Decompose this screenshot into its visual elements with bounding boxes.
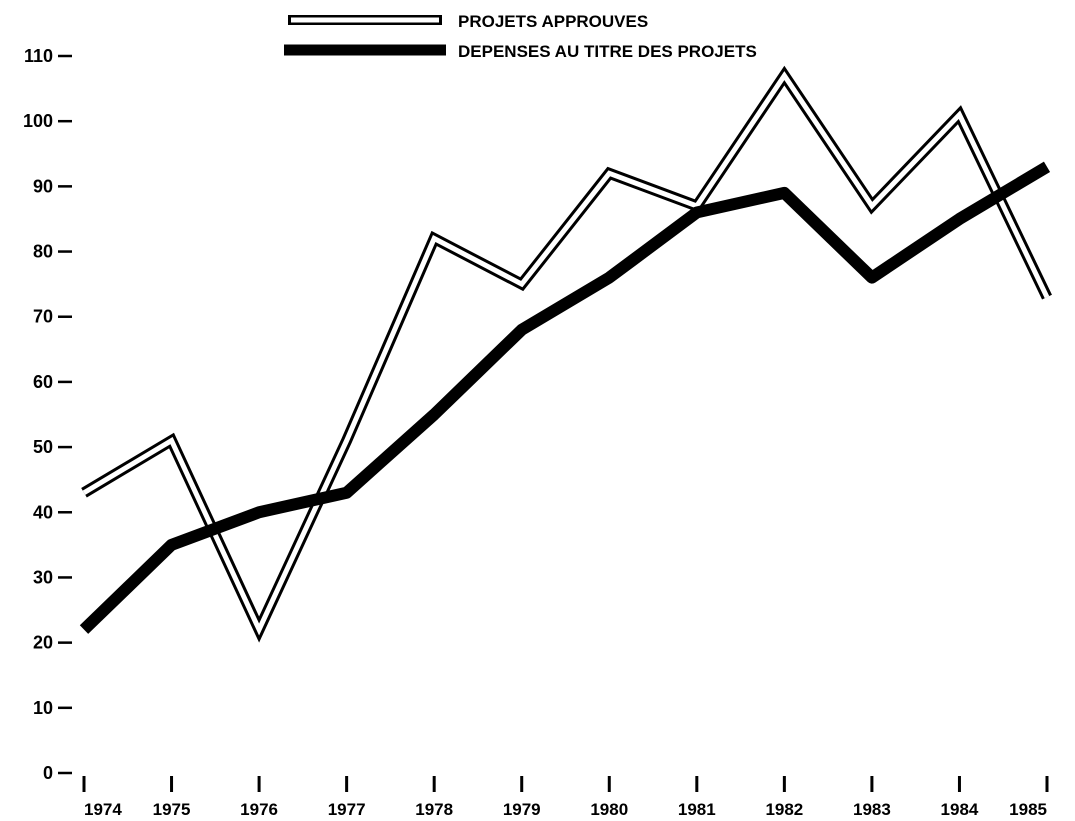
data-point-projets-approuves [345,439,348,442]
data-point-depenses [1046,165,1049,168]
legend-item-projets-approuves: PROJETS APPROUVES [288,12,648,31]
data-point-depenses [170,543,173,546]
y-tick-label: 30 [33,567,53,587]
y-tick-label: 80 [33,242,53,262]
y-tick-label: 0 [43,763,53,783]
data-point-depenses [520,328,523,331]
data-point-depenses [608,276,611,279]
x-tick-label: 1979 [503,800,541,819]
legend-label-depenses: DEPENSES AU TITRE DES PROJETS [458,42,757,61]
data-point-depenses [783,191,786,194]
y-tick-label: 10 [33,698,53,718]
y-tick-label: 20 [33,633,53,653]
data-point-projets-approuves [83,491,86,494]
data-point-depenses [695,211,698,214]
legend-item-depenses: DEPENSES AU TITRE DES PROJETS [284,42,757,61]
x-tick-label: 1976 [240,800,278,819]
y-tick-label: 100 [23,111,53,131]
series-line-depenses [79,161,1051,634]
data-point-depenses [433,413,436,416]
x-tick-label: 1983 [853,800,891,819]
series-line-projets-approuves-inner [82,71,1050,636]
x-tick-label: 1978 [415,800,453,819]
legend: PROJETS APPROUVES DEPENSES AU TITRE DES … [284,12,757,61]
data-point-depenses [870,276,873,279]
y-tick-label: 50 [33,437,53,457]
x-tick-label: 1977 [328,800,366,819]
y-tick-label: 110 [24,46,53,66]
legend-label-projets-approuves: PROJETS APPROUVES [458,12,648,31]
x-tick-label: 1982 [765,800,803,819]
data-point-projets-approuves [783,74,786,77]
axes: 0 10 20 30 40 50 60 70 80 90 100 110 1974 1975 1976 197… [23,46,1049,819]
data-point-projets-approuves [870,204,873,207]
data-point-depenses [958,217,961,220]
data-point-projets-approuves [170,439,173,442]
y-tick-label: 90 [33,176,53,196]
data-point-projets-approuves [608,172,611,175]
x-tick-label: 1981 [678,800,716,819]
data-point-depenses [258,511,261,514]
data-point-depenses [83,628,86,631]
series-line-projets-approuves [81,65,1052,643]
y-tick-label: 60 [33,372,53,392]
x-tick-label: 1974 [84,800,122,819]
x-tick-label: 1985 [1009,800,1047,819]
data-point-projets-approuves [433,237,436,240]
data-point-projets-approuves [958,113,961,116]
y-tick-label: 40 [33,502,53,522]
data-point-projets-approuves [520,283,523,286]
data-point-projets-approuves [258,628,261,631]
x-tick-label: 1975 [153,800,191,819]
data-point-projets-approuves [1046,296,1049,299]
x-tick-label: 1984 [941,800,979,819]
x-tick-label: 1980 [590,800,628,819]
plot-area [79,65,1052,643]
y-tick-label: 70 [33,307,53,327]
data-point-depenses [345,491,348,494]
